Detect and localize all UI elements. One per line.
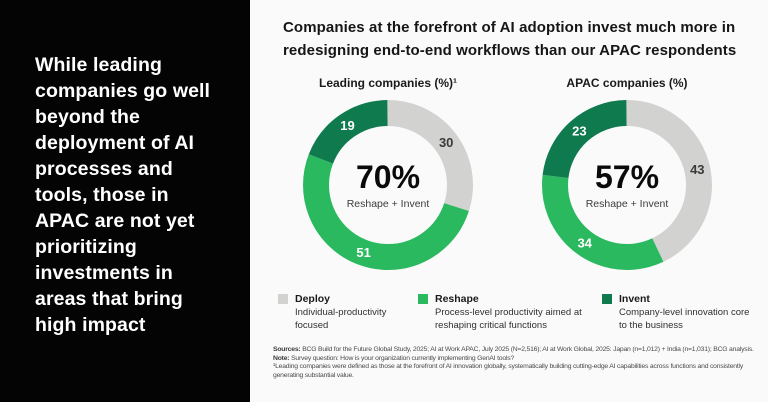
donut-value-label-invent: 19 (340, 118, 354, 133)
donut-segment-invent (542, 100, 712, 270)
page-title: Companies at the forefront of AI adoptio… (283, 16, 736, 62)
title-line-2: redesigning end-to-end workflows than ou… (283, 42, 737, 59)
donut-chart-leading: 30 51 19 70% Reshape + Invent (303, 100, 473, 270)
donut-value-label-reshape: 51 (356, 245, 370, 260)
legend-swatch-reshape-icon (418, 294, 428, 304)
headline: While leading companies go well beyond t… (35, 54, 211, 336)
donut-segment-reshape (542, 100, 712, 270)
legend-item-invent: Invent Company-level innovation core to … (602, 293, 754, 332)
donut-segment-reshape (303, 100, 473, 270)
footnote-sources-text: BCG Build for the Future Global Study, 2… (300, 346, 754, 353)
footnote-note-label: Note: (273, 354, 290, 362)
legend-item-deploy: Deploy Individual-productivity focused (278, 293, 413, 332)
donut-segment-deploy (303, 100, 473, 270)
legend-name-reshape: Reshape (435, 293, 479, 305)
footnote-sources-label: Sources: (273, 346, 301, 353)
donut-value-label-reshape: 34 (577, 236, 592, 251)
footnote-note-text: Survey question: How is your organizatio… (289, 354, 515, 362)
chart-panel: Companies at the forefront of AI adoptio… (250, 0, 768, 402)
footnote-leading-definition: ¹Leading companies were defined as those… (273, 363, 744, 379)
donut-chart-apac: 43 34 23 57% Reshape + Invent (542, 100, 712, 270)
legend-name-deploy: Deploy (295, 293, 331, 305)
donut-svg: 43 34 23 (542, 100, 712, 270)
title-line-1: Companies at the forefront of AI adoptio… (283, 19, 736, 36)
legend-description-deploy: Individual-productivity focused (295, 307, 387, 331)
donut-value-label-deploy: 43 (690, 162, 704, 177)
chart-title-apac: APAC companies (%) (566, 76, 688, 90)
legend-swatch-deploy-icon (278, 294, 288, 304)
footnotes: Sources: BCG Build for the Future Global… (273, 346, 765, 380)
legend-description-invent: Company-level innovation core to the bus… (619, 307, 750, 331)
donut-value-label-deploy: 30 (439, 135, 453, 150)
donut-svg: 30 51 19 (303, 100, 473, 270)
footnote-note: Note: Survey question: How is your organ… (273, 355, 765, 364)
footnote-sources: Sources: BCG Build for the Future Global… (273, 346, 765, 355)
legend-item-reshape: Reshape Process-level productivity aimed… (418, 293, 598, 332)
chart-title-leading: Leading companies (%)¹ (318, 76, 458, 90)
legend-swatch-invent-icon (602, 294, 612, 304)
legend-name-invent: Invent (619, 293, 650, 305)
legend-description-reshape: Process-level productivity aimed at resh… (435, 307, 582, 331)
donut-value-label-invent: 23 (572, 124, 586, 139)
left-panel: While leading companies go well beyond t… (0, 0, 250, 402)
